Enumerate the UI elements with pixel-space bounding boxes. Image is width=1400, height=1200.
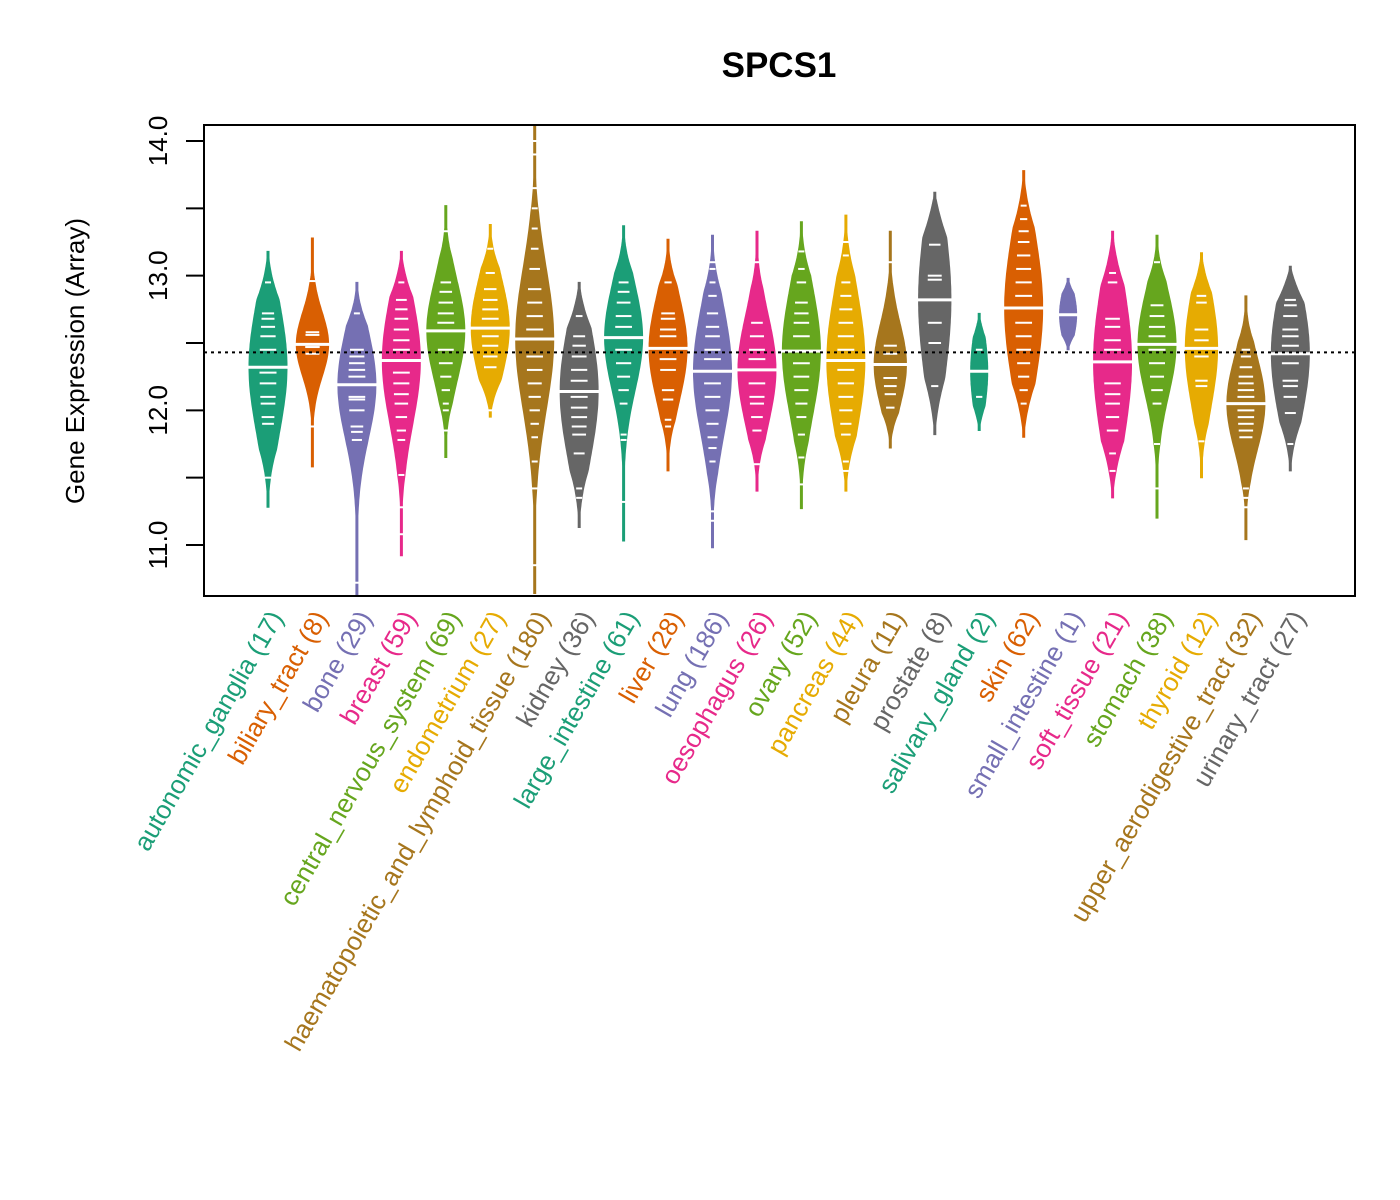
violin-small-intestine <box>1057 277 1079 351</box>
violin-breast <box>380 250 423 557</box>
x-axis-labels: autonomic_ganglia (17)biliary_tract (8)b… <box>127 605 1311 1056</box>
violin-pancreas <box>824 214 867 492</box>
violins-layer <box>247 125 1312 596</box>
violin-body <box>295 237 330 468</box>
violin-liver <box>647 238 690 472</box>
y-axis-label: Gene Expression (Array) <box>60 218 90 504</box>
y-axis: 11.0 12.0 13.0 14.0 <box>143 116 205 570</box>
violin-body <box>1093 230 1132 499</box>
violin-body <box>826 214 866 492</box>
violin-pleura <box>872 230 909 449</box>
violin-body <box>1004 170 1044 438</box>
violin-prostate <box>916 191 953 436</box>
violin-oesophagus <box>735 230 778 492</box>
violin-kidney <box>558 281 601 528</box>
violin-body <box>604 225 644 542</box>
violin-body <box>918 191 952 436</box>
violin-haematopoietic-and-lymphoid-tissue <box>513 125 556 594</box>
violin-body <box>1270 265 1310 472</box>
violin-salivary-gland <box>968 312 990 431</box>
violin-endometrium <box>469 224 512 418</box>
y-tick-label: 12.0 <box>143 385 173 436</box>
y-tick-label: 11.0 <box>143 521 173 570</box>
violin-body <box>737 230 777 492</box>
violin-lung <box>691 234 734 549</box>
violin-body <box>515 125 555 594</box>
y-tick-label: 13.0 <box>143 250 173 301</box>
violin-stomach <box>1136 234 1178 519</box>
violin-biliary-tract <box>294 237 331 468</box>
violin-central-nervous-system <box>424 205 467 458</box>
violin-upper-aerodigestive-tract <box>1224 295 1267 541</box>
violin-body <box>470 224 510 418</box>
violin-body <box>648 238 688 472</box>
y-tick-label: 14.0 <box>143 116 173 167</box>
violin-autonomic-ganglia <box>247 250 289 508</box>
violin-body <box>873 230 907 449</box>
violin-skin <box>1002 170 1045 438</box>
violin-thyroid <box>1183 252 1220 479</box>
violin-body <box>559 281 599 528</box>
violin-body <box>248 250 288 508</box>
chart-title: SPCS1 <box>722 46 837 85</box>
plot-frame <box>203 124 1356 597</box>
violin-urinary-tract <box>1269 265 1312 472</box>
violin-ovary <box>780 221 823 510</box>
violin-body <box>781 221 821 510</box>
violin-soft-tissue <box>1091 230 1134 499</box>
violin-body <box>693 234 732 549</box>
violin-bone <box>335 281 378 596</box>
violin-large-intestine <box>602 225 645 542</box>
violin-body <box>1184 252 1219 479</box>
